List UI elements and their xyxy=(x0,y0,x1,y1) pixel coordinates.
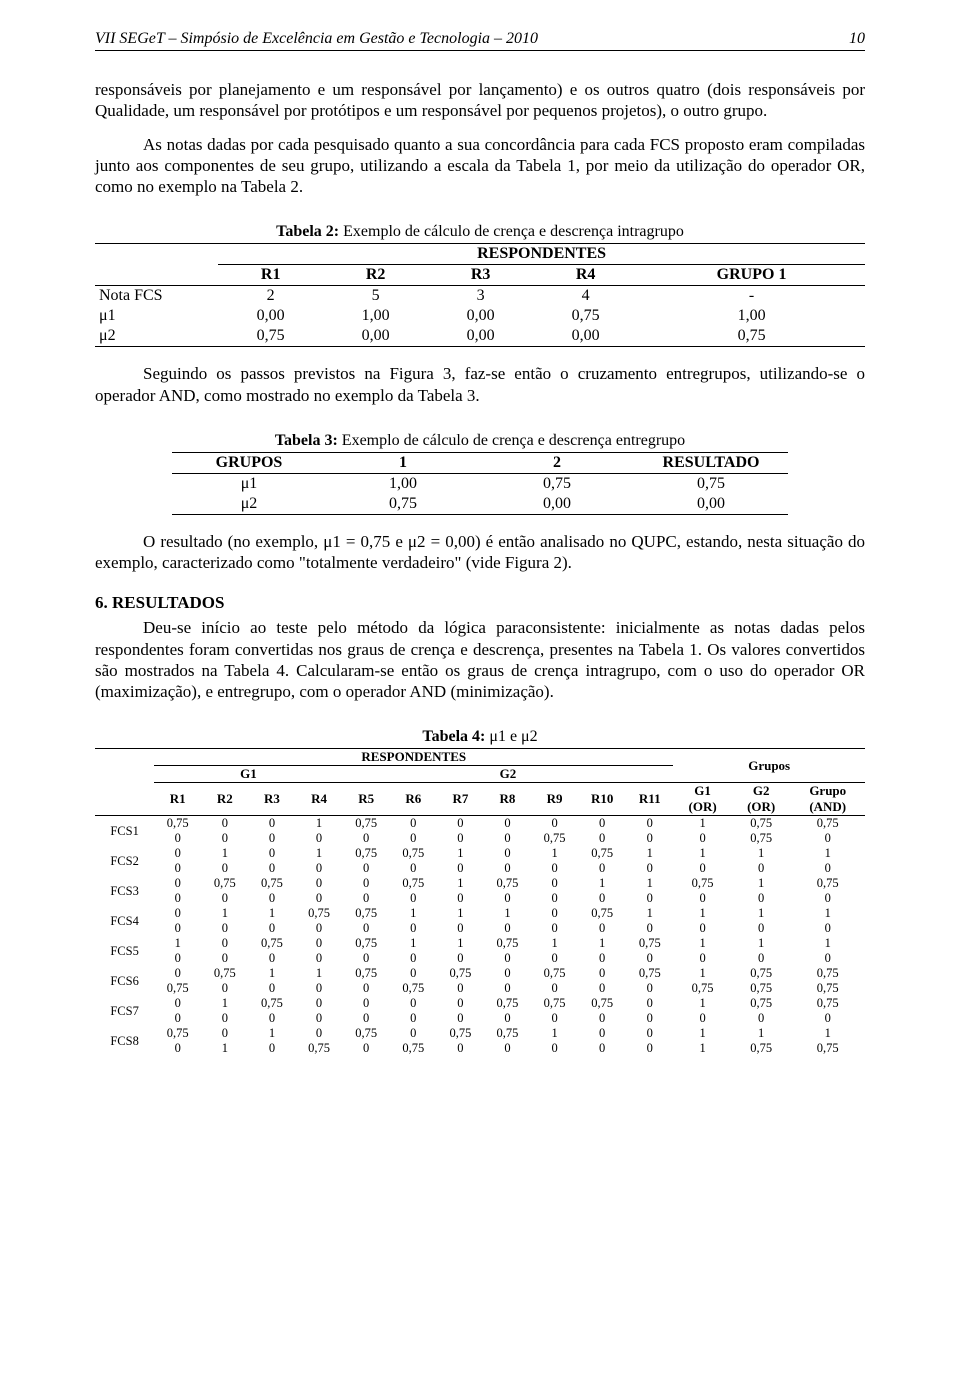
table4-row: 00000000000000 xyxy=(95,951,865,966)
table4-row: 0,7500000,75000000,750,750,75 xyxy=(95,981,865,996)
table4-rowlabel: FCS6 xyxy=(95,966,154,996)
table2: RESPONDENTES R1 R2 R3 R4 GRUPO 1 Nota FC… xyxy=(95,243,865,347)
table4-g1: G1 xyxy=(154,766,342,783)
paragraph-5: Deu-se início ao teste pelo método da ló… xyxy=(95,617,865,702)
table2-caption-bold: Tabela 2: xyxy=(276,223,339,240)
paragraph-3: Seguindo os passos previstos na Figura 3… xyxy=(95,363,865,406)
table4-row: 0100,7500,750000010,750,75 xyxy=(95,1041,865,1056)
table3-row: μ1 1,00 0,75 0,75 xyxy=(172,473,788,494)
table2-row: μ2 0,75 0,00 0,00 0,00 0,75 xyxy=(95,326,865,347)
table4-rowlabel: FCS3 xyxy=(95,876,154,906)
table4-col: R6 xyxy=(390,783,437,816)
table4-col: G2(OR) xyxy=(732,783,791,816)
table3-caption-rest: Exemplo de cálculo de crença e descrença… xyxy=(338,432,685,449)
table4-col: R10 xyxy=(578,783,626,816)
table4-col: R5 xyxy=(343,783,390,816)
table4-caption-bold: Tabela 4: xyxy=(422,728,485,745)
table4-rowlabel: FCS1 xyxy=(95,816,154,847)
table4-caption-rest: μ1 e μ2 xyxy=(485,728,537,745)
table4-row: FCS40110,750,7511100,751111 xyxy=(95,906,865,921)
table4-col: R8 xyxy=(484,783,531,816)
table3-caption-bold: Tabela 3: xyxy=(275,432,338,449)
table4-col: R4 xyxy=(296,783,343,816)
table2-row: Nota FCS 2 5 3 4 - xyxy=(95,286,865,307)
table4-row: 000000000,750000,750 xyxy=(95,831,865,846)
table2-caption: Tabela 2: Exemplo de cálculo de crença e… xyxy=(95,223,865,241)
table4-rowlabel: FCS2 xyxy=(95,846,154,876)
table4-rowlabel: FCS5 xyxy=(95,936,154,966)
section-6-title: 6. RESULTADOS xyxy=(95,593,865,613)
table4-col: R9 xyxy=(531,783,578,816)
table4-row: 00000000000000 xyxy=(95,1011,865,1026)
table4-col: Grupo(AND) xyxy=(790,783,865,816)
table4-row: FCS5100,7500,75110,75110,75111 xyxy=(95,936,865,951)
table2-superheader: RESPONDENTES xyxy=(218,244,865,265)
table4-row: FCS600,75110,7500,7500,7500,7510,750,75 xyxy=(95,966,865,981)
table4-row: FCS7010,7500000,750,750,75010,750,75 xyxy=(95,996,865,1011)
page-content: VII SEGeT – Simpósio de Excelência em Ge… xyxy=(0,0,960,1096)
table3-row: μ2 0,75 0,00 0,00 xyxy=(172,494,788,515)
paragraph-4: O resultado (no exemplo, μ1 = 0,75 e μ2 … xyxy=(95,531,865,574)
table2-row: μ1 0,00 1,00 0,00 0,75 1,00 xyxy=(95,306,865,326)
table4-row: FCS300,750,75000,7510,750110,7510,75 xyxy=(95,876,865,891)
table4-rowlabel: FCS4 xyxy=(95,906,154,936)
table3-caption: Tabela 3: Exemplo de cálculo de crença e… xyxy=(95,432,865,450)
table4-col: R2 xyxy=(201,783,248,816)
table4-row: 00000000000000 xyxy=(95,921,865,936)
table4-col: G1(OR) xyxy=(673,783,732,816)
table4-row: FCS201010,750,751010,751111 xyxy=(95,846,865,861)
table4-grupos: Grupos xyxy=(673,749,865,783)
table4: RESPONDENTES Grupos G1 G2 R1R2R3R4R5R6R7… xyxy=(95,748,865,1056)
table4-rowlabel: FCS7 xyxy=(95,996,154,1026)
page-number: 10 xyxy=(849,30,865,48)
table4-col: R7 xyxy=(437,783,484,816)
table4-caption: Tabela 4: μ1 e μ2 xyxy=(95,728,865,746)
table4-respondentes: RESPONDENTES xyxy=(154,749,673,766)
table4-g2: G2 xyxy=(343,766,674,783)
table4-rowlabel: FCS8 xyxy=(95,1026,154,1056)
table3: GRUPOS 1 2 RESULTADO μ1 1,00 0,75 0,75 μ… xyxy=(172,452,788,515)
table2-caption-rest: Exemplo de cálculo de crença e descrença… xyxy=(339,223,684,240)
table4-col: R11 xyxy=(626,783,673,816)
table4-row: FCS80,750100,7500,750,75100111 xyxy=(95,1026,865,1041)
table4-row: FCS10,750010,7500000010,750,75 xyxy=(95,816,865,832)
table4-col: R3 xyxy=(248,783,295,816)
running-header: VII SEGeT – Simpósio de Excelência em Ge… xyxy=(95,30,865,51)
paragraph-2: As notas dadas por cada pesquisado quant… xyxy=(95,134,865,198)
table4-col: R1 xyxy=(154,783,201,816)
table4-row: 00000000000000 xyxy=(95,861,865,876)
paragraph-1: responsáveis por planejamento e um respo… xyxy=(95,79,865,122)
table4-row: 00000000000000 xyxy=(95,891,865,906)
header-left: VII SEGeT – Simpósio de Excelência em Ge… xyxy=(95,30,538,48)
